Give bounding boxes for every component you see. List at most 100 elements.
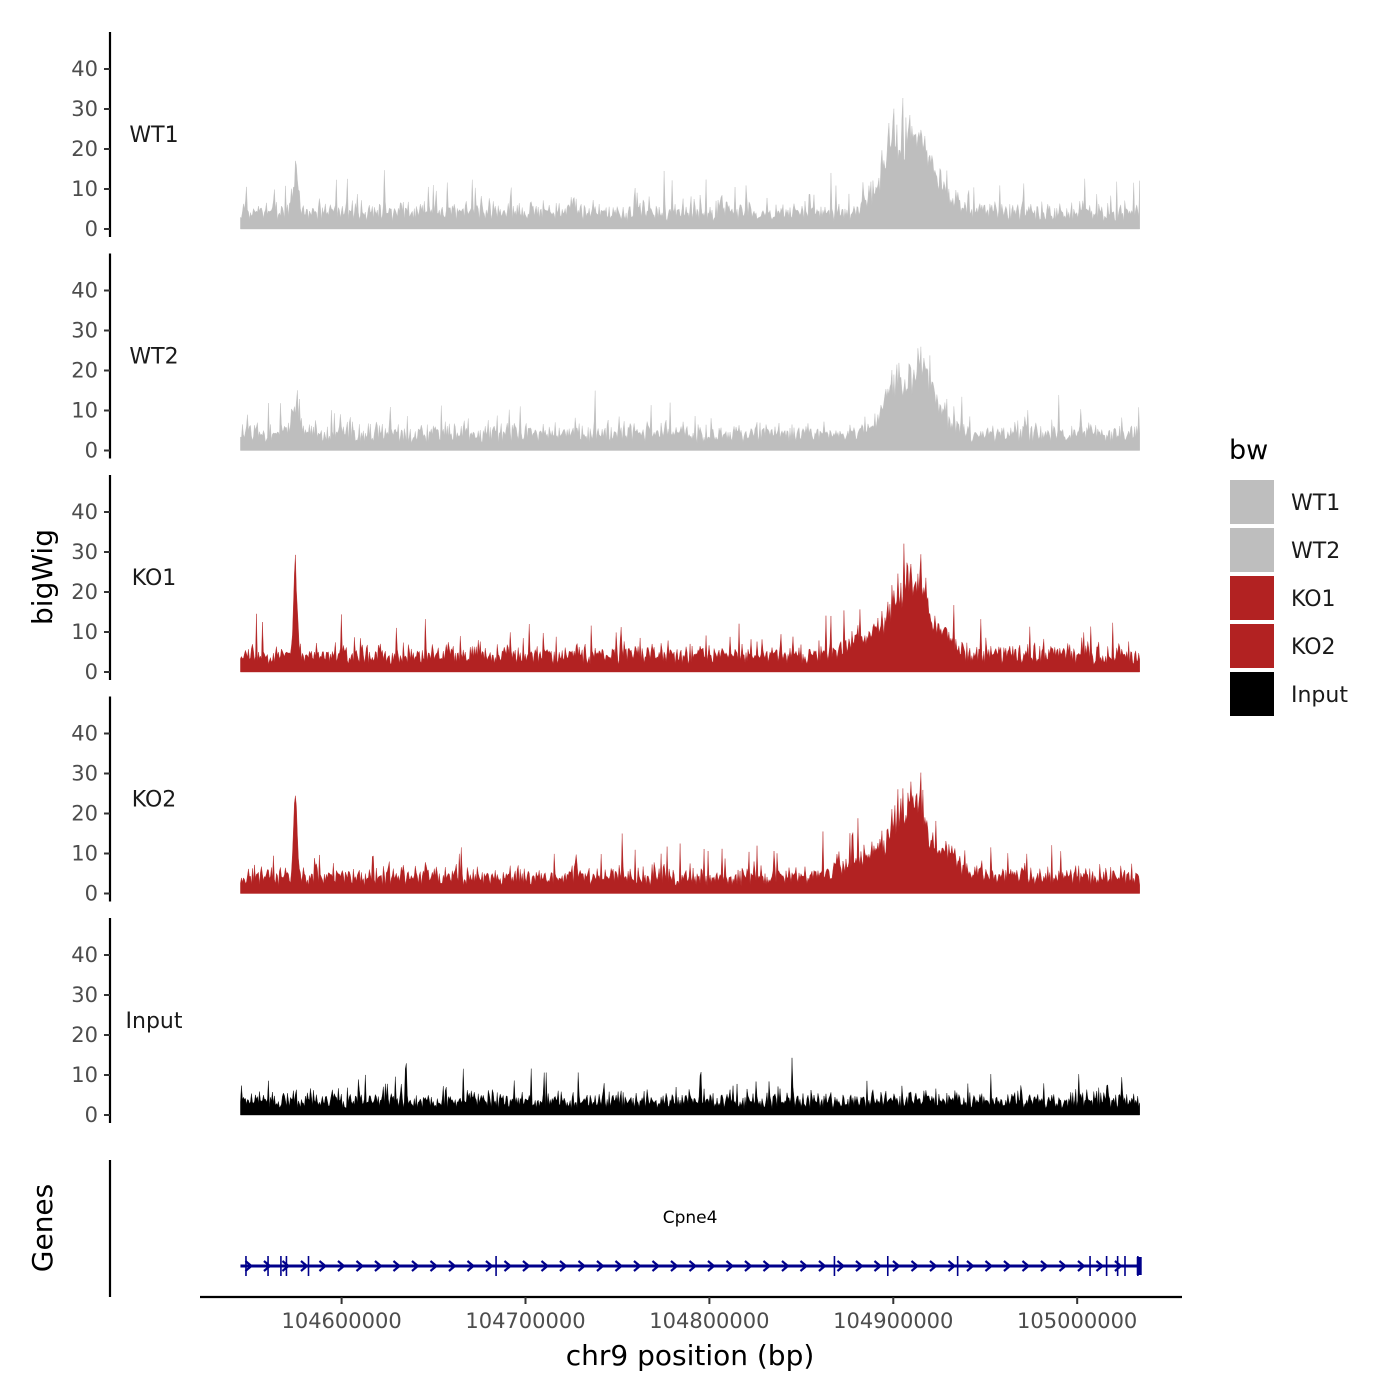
x-tick-label: 105000000 bbox=[1017, 1309, 1137, 1333]
track-label: WT1 bbox=[129, 123, 178, 148]
legend: bw WT1 WT2 KO1 KO2 Input bbox=[1229, 435, 1348, 716]
y-tick-label: 20 bbox=[71, 802, 98, 826]
strand-arrow bbox=[448, 1260, 457, 1272]
x-axis-title: chr9 position (bp) bbox=[566, 1339, 815, 1372]
y-tick-label: 40 bbox=[71, 722, 98, 746]
gene-end-cap bbox=[1136, 1257, 1142, 1275]
track-input: 0 10 20 30 40 Input bbox=[71, 918, 1140, 1127]
y-tick-label: 0 bbox=[85, 1103, 98, 1127]
signal-area-wt2 bbox=[240, 346, 1140, 451]
strand-arrow bbox=[429, 1260, 439, 1272]
y-tick-label: 30 bbox=[71, 97, 98, 121]
strand-arrow bbox=[744, 1260, 753, 1272]
track-ko1: 0 10 20 30 40 KO1 bbox=[71, 475, 1140, 684]
y-tick-label: 10 bbox=[71, 177, 98, 201]
y-tick-label: 0 bbox=[85, 882, 98, 906]
track-label: WT2 bbox=[129, 345, 178, 370]
strand-arrow bbox=[1040, 1260, 1049, 1272]
track-label: KO1 bbox=[132, 566, 177, 591]
y-tick-label: 10 bbox=[71, 842, 98, 866]
strand-arrow bbox=[781, 1260, 790, 1272]
signal-area-input bbox=[240, 1057, 1140, 1116]
legend-label: KO2 bbox=[1291, 635, 1336, 660]
strand-arrow bbox=[984, 1260, 994, 1272]
y-tick-label: 40 bbox=[71, 279, 98, 303]
track-wt1: 0 10 20 30 40 WT1 bbox=[71, 32, 1140, 241]
y-tick-label: 10 bbox=[71, 1063, 98, 1087]
y-tick-label: 30 bbox=[71, 762, 98, 786]
strand-arrow bbox=[559, 1260, 568, 1272]
strand-arrow bbox=[670, 1260, 679, 1272]
strand-arrow bbox=[374, 1260, 383, 1272]
x-tick-label: 104800000 bbox=[649, 1309, 769, 1333]
x-tick-label: 104900000 bbox=[833, 1309, 953, 1333]
y-tick-label: 10 bbox=[71, 399, 98, 423]
y-tick-label: 10 bbox=[71, 620, 98, 644]
strand-arrow bbox=[281, 1260, 291, 1272]
strand-arrow bbox=[244, 1260, 254, 1272]
legend-title: bw bbox=[1229, 435, 1268, 466]
strand-arrow bbox=[503, 1260, 513, 1272]
gene-label: Cpne4 bbox=[663, 1208, 718, 1228]
y-tick-label: 20 bbox=[71, 580, 98, 604]
y-tick-label: 20 bbox=[71, 1023, 98, 1047]
y-axis-title: bigWig bbox=[26, 529, 59, 625]
strand-arrow bbox=[688, 1260, 698, 1272]
strand-arrow bbox=[762, 1260, 772, 1272]
legend-key-ko2 bbox=[1230, 624, 1274, 668]
strand-arrow bbox=[1077, 1260, 1086, 1272]
strand-arrow bbox=[910, 1260, 920, 1272]
signal-area-wt1 bbox=[240, 98, 1140, 230]
y-tick-label: 40 bbox=[71, 57, 98, 81]
strand-arrow bbox=[300, 1260, 309, 1272]
strand-arrow bbox=[799, 1260, 809, 1272]
strand-arrow bbox=[263, 1260, 272, 1272]
strand-arrow bbox=[855, 1260, 864, 1272]
y-tick-label: 30 bbox=[71, 540, 98, 564]
genes-axis-title: Genes bbox=[26, 1184, 59, 1272]
strand-arrow bbox=[540, 1260, 550, 1272]
track-ko2: 0 10 20 30 40 KO2 bbox=[71, 696, 1140, 906]
signal-tracks: 0 10 20 30 40 WT1 0 10 20 30 40 WT2 0 10 20 30 40 KO1 0 10 2… bbox=[71, 32, 1140, 1127]
legend-key-input bbox=[1230, 672, 1274, 716]
strand-arrow bbox=[392, 1260, 402, 1272]
track-label: Input bbox=[126, 1009, 183, 1034]
strand-arrow bbox=[892, 1260, 901, 1272]
strand-arrow bbox=[929, 1260, 938, 1272]
strand-arrow bbox=[614, 1260, 624, 1272]
x-tick-label: 104600000 bbox=[281, 1309, 401, 1333]
x-axis: 104600000 104700000 104800000 104900000 1050… bbox=[200, 1295, 1182, 1333]
strand-arrow bbox=[522, 1260, 531, 1272]
strand-arrow bbox=[318, 1260, 328, 1272]
strand-arrow bbox=[466, 1260, 476, 1272]
y-tick-label: 40 bbox=[71, 500, 98, 524]
strand-arrow bbox=[355, 1260, 365, 1272]
gene-track: Cpne4 bbox=[108, 1160, 1142, 1297]
y-tick-label: 0 bbox=[85, 660, 98, 684]
y-tick-label: 20 bbox=[71, 137, 98, 161]
strand-arrow bbox=[966, 1260, 975, 1272]
strand-arrow bbox=[1058, 1260, 1068, 1272]
strand-arrow bbox=[836, 1260, 846, 1272]
legend-key-ko1 bbox=[1230, 576, 1274, 620]
y-tick-label: 0 bbox=[85, 439, 98, 463]
strand-arrow bbox=[577, 1260, 587, 1272]
strand-arrow bbox=[707, 1260, 716, 1272]
strand-arrow bbox=[873, 1260, 883, 1272]
legend-label: WT2 bbox=[1291, 539, 1340, 564]
legend-label: KO1 bbox=[1291, 587, 1336, 612]
strand-arrow bbox=[411, 1260, 420, 1272]
strand-arrow bbox=[651, 1260, 661, 1272]
legend-key-wt1 bbox=[1230, 480, 1274, 524]
y-tick-label: 0 bbox=[85, 217, 98, 241]
strand-arrow bbox=[1021, 1260, 1031, 1272]
y-tick-label: 30 bbox=[71, 983, 98, 1007]
signal-area-ko1 bbox=[240, 543, 1140, 673]
x-tick-label: 104700000 bbox=[465, 1309, 585, 1333]
track-label: KO2 bbox=[132, 788, 177, 813]
strand-arrow bbox=[596, 1260, 605, 1272]
legend-label: WT1 bbox=[1291, 491, 1340, 516]
strand-arrow bbox=[485, 1260, 494, 1272]
